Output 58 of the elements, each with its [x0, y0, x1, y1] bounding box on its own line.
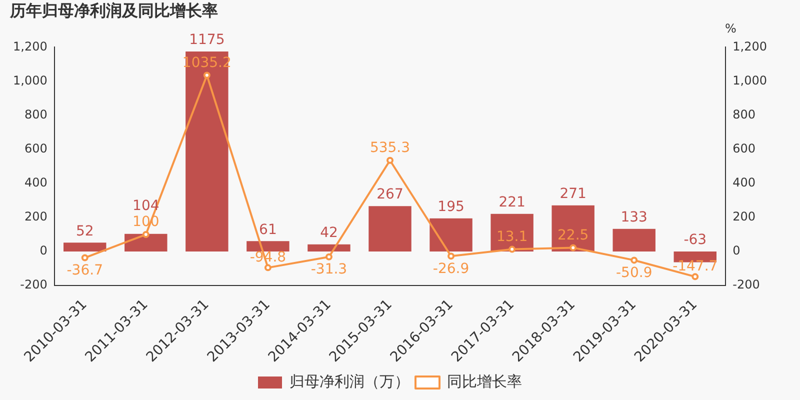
data-label: 13.1	[496, 228, 528, 245]
data-label: -31.3	[310, 262, 348, 278]
data-label: -63	[684, 232, 707, 248]
point	[692, 273, 699, 280]
y-tick-label: 800	[24, 107, 48, 122]
text: 1,000	[12, 73, 48, 88]
legend-label: 归母净利润（万）	[290, 372, 410, 390]
data-label: 42	[320, 225, 338, 242]
data-label: 52	[76, 223, 94, 240]
y-tick-label: -200	[20, 278, 48, 292]
data-label: -50.9	[616, 264, 652, 281]
bar	[308, 244, 350, 252]
point	[570, 244, 577, 252]
text: 1,200	[12, 39, 48, 54]
data-label: -26.9	[432, 260, 470, 277]
legend-label: 同比增长率	[447, 372, 522, 390]
point	[448, 252, 455, 260]
point	[630, 256, 638, 264]
text: 1,200	[732, 39, 768, 54]
bar	[64, 242, 106, 252]
y2-tick-label: 0	[732, 244, 740, 258]
data-label: 195	[438, 198, 464, 215]
y-tick-label: 600	[24, 141, 48, 156]
data-label: 535.3	[370, 140, 410, 156]
data-label: 22.5	[557, 227, 589, 244]
data-label: 267	[376, 186, 404, 203]
point	[508, 246, 516, 253]
y-tick-label: 200	[24, 210, 48, 224]
point	[203, 72, 210, 79]
bar	[368, 206, 412, 252]
data-label: 61	[259, 222, 277, 238]
point	[325, 253, 332, 260]
point	[264, 264, 272, 272]
data-label: -36.7	[66, 262, 103, 278]
y2-axis-title: %	[724, 21, 736, 36]
data-label: 271	[560, 186, 586, 202]
bar	[430, 218, 472, 252]
y2-tick-label: 800	[732, 107, 756, 122]
bar	[186, 51, 228, 252]
bar	[246, 241, 290, 252]
y-tick-label: 400	[24, 176, 48, 190]
y-tick-label: 0	[40, 244, 48, 258]
bar	[124, 234, 168, 252]
y2-tick-label: -200	[732, 278, 760, 292]
bar	[612, 228, 656, 252]
y2-tick-label: 600	[732, 141, 756, 156]
y2-tick-label: 200	[732, 210, 756, 224]
data-label: 221	[498, 194, 526, 211]
point	[386, 156, 394, 164]
chart-title: 历年归母净利润及同比增长率	[9, 0, 218, 20]
point	[81, 254, 88, 262]
point	[142, 231, 150, 238]
text: 1,000	[732, 73, 768, 88]
bar	[552, 205, 594, 252]
data-label: 1175	[189, 32, 225, 48]
data-label: -147.7	[672, 258, 718, 274]
y2-tick-label: 400	[732, 176, 756, 190]
data-label: 133	[620, 210, 648, 226]
